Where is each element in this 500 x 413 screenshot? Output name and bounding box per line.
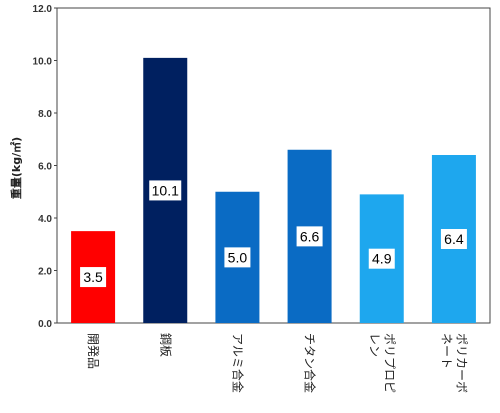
value-label: 4.9 [372,251,392,267]
category-label: レン [367,333,381,357]
category-label: アルミ合金 [230,333,245,393]
y-tick-label: 0.0 [38,319,52,330]
y-tick-label: 4.0 [38,214,52,225]
category-label: 鋼板 [158,333,172,357]
y-axis-label: 重量(kg/㎡) [9,137,23,199]
y-tick-label: 10.0 [33,57,53,68]
y-tick-label: 8.0 [38,109,52,120]
category-label: チタン合金 [303,333,318,393]
value-label: 6.4 [444,231,464,247]
category-label: 開発品 [86,333,100,369]
value-label: 10.1 [152,182,179,198]
value-label-box [149,180,182,201]
y-tick-label: 2.0 [38,267,52,278]
value-label: 6.6 [300,228,320,244]
category-label: ネート [439,333,453,369]
value-label: 3.5 [83,269,103,285]
value-label-box [224,247,251,268]
value-label-box [368,248,395,269]
y-tick-label: 12.0 [33,4,53,15]
category-label: ポリプロピ [382,333,396,393]
y-axis-ticks: 0.0 2.0 4.0 6.0 8.0 10.0 12.0 [33,4,57,330]
plot-area [56,7,491,324]
value-label-box [440,229,467,249]
category-label: ポリカーボ [454,333,468,393]
value-label: 5.0 [228,249,248,265]
bars: 3.5 10.1 5.0 6.6 4.9 6.4 [71,57,476,323]
value-label-box [296,226,323,247]
value-label-box [80,267,107,288]
y-tick-label: 6.0 [38,162,52,173]
